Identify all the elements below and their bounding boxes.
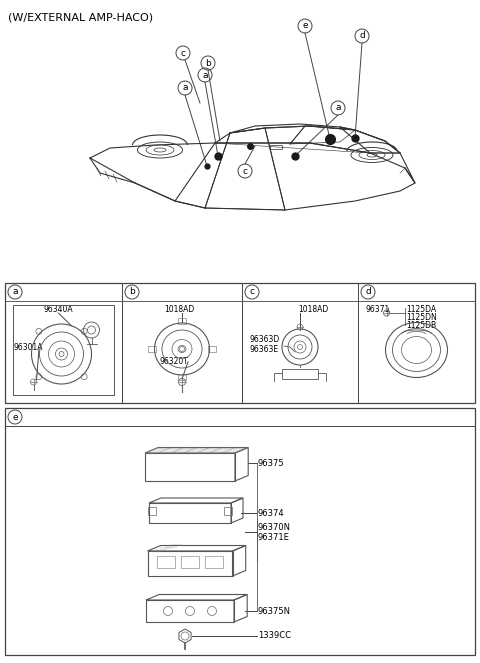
Text: a: a — [202, 70, 208, 80]
Bar — [5, 408, 475, 426]
Bar — [270, 145, 282, 149]
Bar — [5, 283, 475, 403]
Text: 96375N: 96375N — [258, 607, 291, 615]
Text: 1339CC: 1339CC — [258, 631, 291, 640]
Text: 96370N: 96370N — [258, 522, 291, 532]
Text: d: d — [365, 288, 371, 296]
Bar — [205, 556, 223, 568]
Bar — [178, 374, 186, 380]
Text: 96363E: 96363E — [250, 345, 279, 355]
Bar — [178, 318, 186, 324]
Text: (W/EXTERNAL AMP-HACO): (W/EXTERNAL AMP-HACO) — [8, 13, 153, 23]
Text: 96375: 96375 — [258, 459, 285, 467]
Text: 96374: 96374 — [258, 509, 285, 518]
Bar — [224, 507, 232, 515]
Text: e: e — [12, 412, 18, 422]
Text: 96363D: 96363D — [250, 335, 280, 345]
Bar — [181, 556, 199, 568]
Text: 96371: 96371 — [366, 305, 390, 314]
Bar — [282, 369, 318, 379]
Text: c: c — [180, 48, 185, 58]
Bar — [208, 346, 216, 352]
Text: a: a — [12, 288, 18, 296]
Text: 1018AD: 1018AD — [298, 305, 328, 314]
Bar — [148, 507, 156, 515]
Text: b: b — [129, 288, 135, 296]
Text: 96340A: 96340A — [44, 305, 73, 314]
Text: a: a — [182, 84, 188, 93]
Text: c: c — [250, 288, 254, 296]
Bar — [148, 346, 156, 352]
Bar — [157, 556, 175, 568]
Text: c: c — [242, 166, 248, 176]
Text: a: a — [335, 103, 341, 113]
Text: d: d — [359, 32, 365, 40]
Text: 96301A: 96301A — [13, 343, 43, 351]
Bar — [13, 305, 114, 395]
Text: 1125DN: 1125DN — [406, 313, 437, 322]
Text: 96371E: 96371E — [258, 532, 290, 542]
Bar — [5, 408, 475, 655]
Text: e: e — [302, 21, 308, 30]
Text: b: b — [205, 58, 211, 68]
Text: 96320T: 96320T — [160, 357, 189, 367]
Text: 1125DA: 1125DA — [406, 305, 436, 314]
Text: 1018AD: 1018AD — [164, 305, 194, 314]
Text: 1125DB: 1125DB — [406, 321, 436, 330]
